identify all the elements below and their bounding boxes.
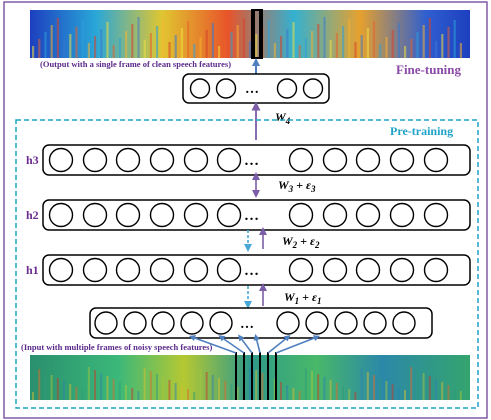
output-ellipsis: … <box>245 82 259 97</box>
input-connection-arrow <box>218 335 245 354</box>
neuron <box>389 202 415 228</box>
neuron <box>151 311 175 335</box>
layer-ellipsis: … <box>244 153 259 169</box>
output-layer: … <box>182 73 330 104</box>
input-connection-arrow <box>188 335 237 354</box>
neuron <box>82 147 108 173</box>
neuron <box>183 202 209 228</box>
neuron <box>288 257 314 283</box>
neuron <box>48 257 74 283</box>
input-spectrogram <box>30 352 470 400</box>
neuron <box>149 202 175 228</box>
weight-w1: W1 + ε1 <box>284 290 321 306</box>
output-spectrogram <box>30 9 470 59</box>
input-caption: (Input with multiple frames of noisy spe… <box>21 342 212 352</box>
input-connection-arrow <box>253 333 261 354</box>
output-caption: (Output with a single frame of clean spe… <box>40 59 231 69</box>
neuron <box>389 147 415 173</box>
neuron <box>48 147 74 173</box>
neuron <box>149 147 175 173</box>
neuron <box>322 257 348 283</box>
neuron <box>363 311 387 335</box>
neuron <box>94 311 118 335</box>
neuron <box>115 147 141 173</box>
neuron <box>209 311 233 335</box>
hidden-layer-h2: … <box>42 199 471 231</box>
neuron <box>82 257 108 283</box>
input-layer: … <box>89 307 433 339</box>
neuron <box>322 147 348 173</box>
weight-w3: W3 + ε3 <box>278 178 316 194</box>
neuron <box>216 202 242 228</box>
hidden-layer-h1: … <box>42 254 471 286</box>
neuron <box>355 147 381 173</box>
pretraining-box <box>15 119 479 409</box>
neuron <box>305 311 329 335</box>
neuron <box>423 257 449 283</box>
neuron <box>355 202 381 228</box>
layer-label-h3: h3 <box>26 153 39 167</box>
neuron <box>115 257 141 283</box>
hidden-layer-h3: … <box>42 144 471 176</box>
neuron <box>115 202 141 228</box>
input-ellipsis: … <box>240 317 254 332</box>
outer-frame <box>3 1 488 419</box>
weight-w4: W4 <box>275 110 291 126</box>
neuron <box>288 202 314 228</box>
neuron <box>183 147 209 173</box>
pretraining-title: Pre-training <box>390 124 453 138</box>
neuron <box>149 257 175 283</box>
fine-tuning-title: Fine-tuning <box>396 62 462 77</box>
neuron <box>216 147 242 173</box>
neuron <box>392 311 416 335</box>
neuron <box>334 311 358 335</box>
neuron <box>216 257 242 283</box>
weight-w2: W2 + ε2 <box>282 234 320 250</box>
layer-label-h1: h1 <box>26 263 39 277</box>
neuron <box>423 147 449 173</box>
neuron <box>322 202 348 228</box>
neuron <box>389 257 415 283</box>
layer-ellipsis: … <box>244 208 259 224</box>
layer-ellipsis: … <box>244 263 259 279</box>
neuron <box>423 202 449 228</box>
neuron <box>355 257 381 283</box>
input-connection-arrow <box>275 335 320 354</box>
layer-label-h2: h2 <box>26 208 39 222</box>
neuron <box>180 311 204 335</box>
neuron <box>276 311 300 335</box>
neuron <box>288 147 314 173</box>
neuron <box>183 257 209 283</box>
neuron <box>82 202 108 228</box>
input-connection-arrow <box>267 335 291 354</box>
neuron <box>123 311 147 335</box>
input-connection-arrow <box>238 334 253 354</box>
neuron <box>48 202 74 228</box>
